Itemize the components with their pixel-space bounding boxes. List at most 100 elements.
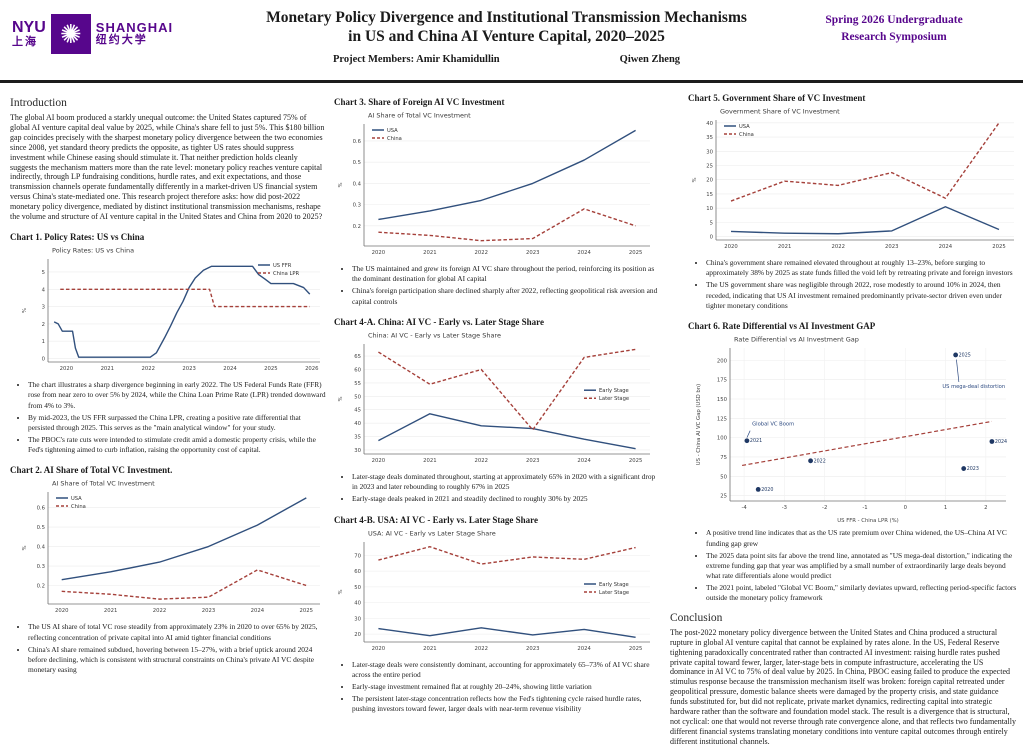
svg-text:2025: 2025 xyxy=(629,646,642,652)
svg-text:0.6: 0.6 xyxy=(353,139,362,145)
svg-text:US - China AI VC Gap (USD bn): US - China AI VC Gap (USD bn) xyxy=(696,384,702,465)
chart2-bullets: The US AI share of total VC rose steadil… xyxy=(10,622,326,675)
svg-text:0.5: 0.5 xyxy=(353,160,361,166)
svg-text:Later Stage: Later Stage xyxy=(599,396,629,402)
svg-text:USA: USA xyxy=(739,124,750,130)
bullet-item: Early-stage deals peaked in 2021 and ste… xyxy=(352,494,662,504)
svg-text:2023: 2023 xyxy=(182,366,195,372)
svg-text:2: 2 xyxy=(42,322,45,328)
svg-text:2021: 2021 xyxy=(101,366,114,372)
svg-text:Early Stage: Early Stage xyxy=(599,582,629,588)
svg-text:2020: 2020 xyxy=(372,458,386,464)
chart6-heading: Chart 6. Rate Differential vs AI Investm… xyxy=(688,321,876,332)
project-members: Project Members: Amir Khamidullin Qiwen … xyxy=(240,54,773,65)
bullet-item: The PBOC's rate cuts were intended to st… xyxy=(28,435,326,456)
svg-text:65: 65 xyxy=(354,354,361,360)
svg-text:2023: 2023 xyxy=(526,646,539,652)
svg-text:Government Share of VC Investm: Government Share of VC Investment xyxy=(720,108,840,116)
chart2-svg: AI Share of Total VC Investment 0.2 0.3 0.4… xyxy=(22,480,320,614)
svg-text:15: 15 xyxy=(706,192,713,198)
svg-text:-2: -2 xyxy=(822,505,827,511)
member-2: Qiwen Zheng xyxy=(619,53,681,65)
svg-text:3: 3 xyxy=(42,305,45,311)
chart3-svg: AI Share of Total VC Investment 0.2 0.3 0.4… xyxy=(338,112,650,256)
svg-text:2024: 2024 xyxy=(577,250,591,256)
chart6-svg: Rate Differential vs AI Investment Gap 25… xyxy=(696,336,1007,525)
svg-text:-1: -1 xyxy=(862,505,867,511)
svg-text:25: 25 xyxy=(720,494,727,500)
svg-text:50: 50 xyxy=(354,584,361,590)
svg-text:China: China xyxy=(71,504,86,510)
poster-title-line1: Monetary Policy Divergence and Instituti… xyxy=(266,9,747,26)
svg-text:2020: 2020 xyxy=(372,250,386,256)
svg-text:0.2: 0.2 xyxy=(37,584,45,590)
bullet-item: China's government share remained elevat… xyxy=(706,258,1017,279)
logo-right-text: SHANGHAI 纽约大学 xyxy=(96,21,173,46)
introduction-text: The global AI boom produced a starkly un… xyxy=(10,113,325,222)
bullet-item: The 2025 data point sits far above the t… xyxy=(706,551,1017,582)
svg-text:150: 150 xyxy=(717,397,728,403)
svg-text:China: China xyxy=(387,136,402,142)
bullet-item: The US government share was negligible t… xyxy=(706,280,1017,311)
logo-shanghai-cn: 上海 xyxy=(12,35,38,48)
svg-text:70: 70 xyxy=(354,553,361,559)
svg-text:-3: -3 xyxy=(782,505,787,511)
chart5-bullets: China's government share remained elevat… xyxy=(688,258,1017,311)
svg-text:125: 125 xyxy=(717,417,727,423)
svg-text:2021: 2021 xyxy=(104,608,117,614)
svg-text:2021: 2021 xyxy=(750,439,762,445)
chart5-heading: Chart 5. Government Share of VC Investme… xyxy=(688,93,866,103)
nyu-torch-icon: ✺ xyxy=(50,14,91,54)
svg-text:1: 1 xyxy=(42,339,45,345)
bullet-item: Later-stage deals dominated throughout, … xyxy=(352,472,662,493)
svg-text:0.2: 0.2 xyxy=(353,224,361,230)
chart6-rate-gap-scatter-figure: Rate Differential vs AI Investment Gap 25… xyxy=(692,333,1016,525)
svg-text:0.6: 0.6 xyxy=(37,506,46,512)
svg-text:2024: 2024 xyxy=(223,366,237,372)
svg-text:Early Stage: Early Stage xyxy=(599,388,629,394)
introduction-heading: Introduction xyxy=(10,97,67,109)
svg-text:2025: 2025 xyxy=(992,244,1005,250)
svg-text:2025: 2025 xyxy=(629,250,642,256)
svg-text:US mega-deal distortion: US mega-deal distortion xyxy=(942,384,1005,390)
chart4b-usa-stage-figure: USA: AI VC - Early vs Later Stage Share 2… xyxy=(334,527,660,657)
svg-text:2025: 2025 xyxy=(264,366,277,372)
svg-text:%: % xyxy=(338,396,344,401)
svg-text:60: 60 xyxy=(354,367,361,373)
svg-text:0: 0 xyxy=(904,505,908,511)
svg-text:200: 200 xyxy=(717,359,728,365)
svg-text:45: 45 xyxy=(354,408,361,414)
svg-text:%: % xyxy=(692,177,698,182)
chart4b-heading: Chart 4-B. USA: AI VC - Early vs. Later … xyxy=(334,514,538,525)
poster-title: Monetary Policy Divergence and Instituti… xyxy=(240,8,773,47)
svg-text:US FFR - China LPR (%): US FFR - China LPR (%) xyxy=(837,518,898,524)
chart2-ai-share-figure: AI Share of Total VC Investment 0.2 0.3 0.4… xyxy=(18,477,330,619)
bullet-item: The US maintained and grew its foreign A… xyxy=(352,264,662,285)
svg-text:75: 75 xyxy=(720,455,727,461)
svg-text:2022: 2022 xyxy=(153,608,166,614)
chart3-bullets: The US maintained and grew its foreign A… xyxy=(334,264,662,307)
bullet-item: China's AI share remained subdued, hover… xyxy=(28,645,326,676)
svg-text:35: 35 xyxy=(706,135,713,141)
svg-text:2021: 2021 xyxy=(778,244,791,250)
logo-nyu-cn: 纽约大学 xyxy=(95,34,148,47)
svg-text:2026: 2026 xyxy=(305,366,319,372)
symposium-label: Spring 2026 Undergraduate Research Sympo… xyxy=(825,14,963,44)
svg-text:25: 25 xyxy=(706,163,713,169)
svg-text:2024: 2024 xyxy=(939,244,953,250)
svg-text:2020: 2020 xyxy=(55,608,69,614)
svg-text:USA: AI VC - Early vs Later St: USA: AI VC - Early vs Later Stage Share xyxy=(368,529,496,537)
svg-text:175: 175 xyxy=(717,378,727,384)
svg-text:Rate Differential vs AI Invest: Rate Differential vs AI Investment Gap xyxy=(734,336,859,344)
svg-text:AI Share of Total VC Investmen: AI Share of Total VC Investment xyxy=(368,112,471,120)
left-column: Introduction The global AI boom produced… xyxy=(0,83,332,678)
svg-text:0: 0 xyxy=(710,235,714,241)
svg-text:0: 0 xyxy=(42,357,46,363)
svg-text:AI Share of Total VC Investmen: AI Share of Total VC Investment xyxy=(52,480,155,488)
svg-text:%: % xyxy=(338,589,344,594)
chart4a-bullets: Later-stage deals dominated throughout, … xyxy=(334,472,662,505)
chart2-heading: Chart 2. AI Share of Total VC Investment… xyxy=(10,465,173,476)
svg-text:Policy Rates: US vs China: Policy Rates: US vs China xyxy=(52,246,134,254)
svg-text:2022: 2022 xyxy=(475,646,488,652)
svg-text:2025: 2025 xyxy=(300,608,313,614)
